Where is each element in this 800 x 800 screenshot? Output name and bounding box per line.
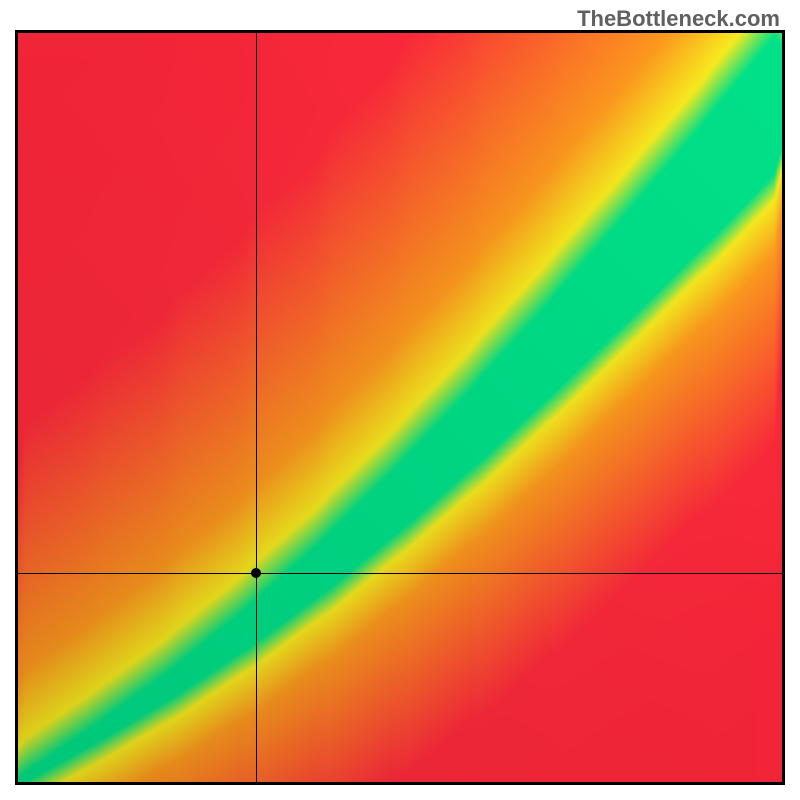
watermark-text: TheBottleneck.com <box>577 6 780 32</box>
heatmap-canvas <box>18 33 782 782</box>
crosshair-horizontal <box>18 573 782 574</box>
crosshair-vertical <box>256 33 257 782</box>
heatmap-plot <box>15 30 785 785</box>
marker-point <box>251 568 261 578</box>
